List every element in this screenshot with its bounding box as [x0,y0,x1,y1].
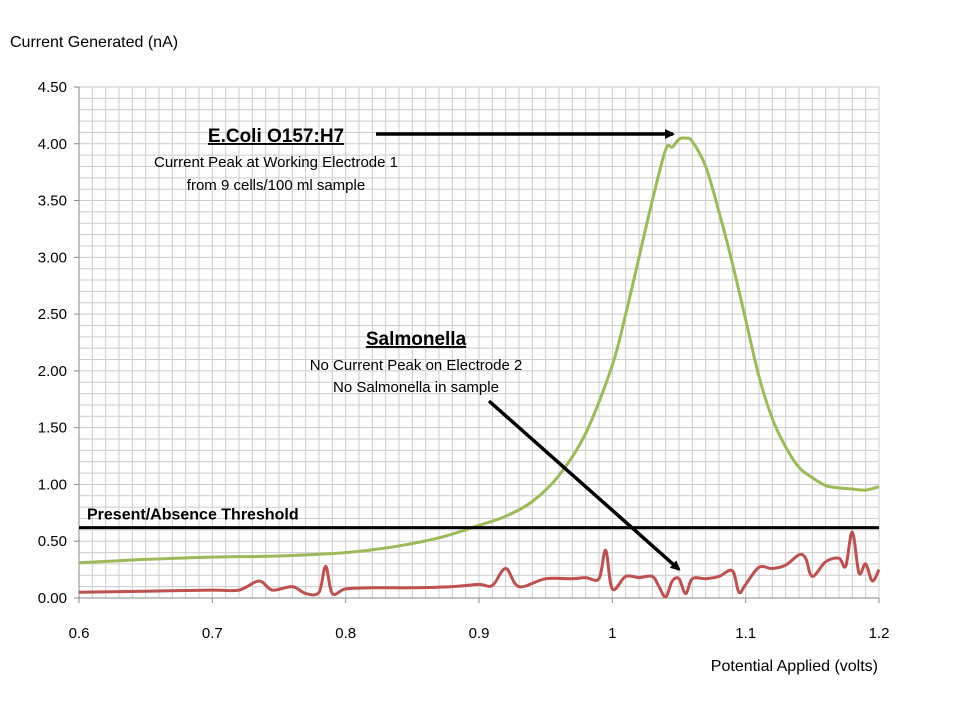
threshold-label: Present/Absence Threshold [87,507,299,524]
y-tick-label: 0.00 [38,590,67,607]
threshold: Present/Absence Threshold [79,507,879,530]
x-tick-label: 1.1 [735,625,756,642]
annotations: E.Coli O157:H7 Current Peak at Working El… [154,126,681,571]
y-tick-label: 2.00 [38,363,67,380]
annotation-arrow [487,399,681,571]
x-tick-label: 0.6 [69,625,90,642]
series-line-green [78,136,880,565]
x-axis-label: Potential Applied (volts) [711,658,878,675]
annotation-text: No Current Peak on Electrode 2 [310,357,523,374]
y-tick-label: 3.50 [38,193,67,210]
annotation-title: E.Coli O157:H7 [208,126,344,147]
x-tick-label: 1.2 [869,625,890,642]
annotation-title: Salmonella [366,329,467,350]
y-tick-label: 0.50 [38,533,67,550]
y-tick-label: 4.50 [38,79,67,96]
x-tick-label: 0.7 [202,625,223,642]
y-axis-label: Current Generated (nA) [10,34,178,51]
axes: 0.00 0.50 1.00 1.50 2.00 2.50 3.00 3.50 4.00 4.50… [38,79,890,642]
annotation-text: No Salmonella in sample [333,379,499,396]
series-line-red [78,530,881,599]
x-tick-label: 0.9 [469,625,490,642]
annotation-text: Current Peak at Working Electrode 1 [154,154,398,171]
y-tick-label: 1.50 [38,420,67,437]
x-tick-label: 1 [608,625,616,642]
grid [78,86,880,599]
series [78,136,881,599]
x-tick-label: 0.8 [335,625,356,642]
y-tick-label: 4.00 [38,136,67,153]
y-tick-label: 2.50 [38,306,67,323]
annotation-ecoli: E.Coli O157:H7 Current Peak at Working El… [154,126,675,194]
y-tick-label: 3.00 [38,249,67,266]
annotation-salmonella: Salmonella No Current Peak on Electrode 2… [310,329,681,571]
y-tick-label: 1.00 [38,476,67,493]
annotation-text: from 9 cells/100 ml sample [187,177,365,194]
